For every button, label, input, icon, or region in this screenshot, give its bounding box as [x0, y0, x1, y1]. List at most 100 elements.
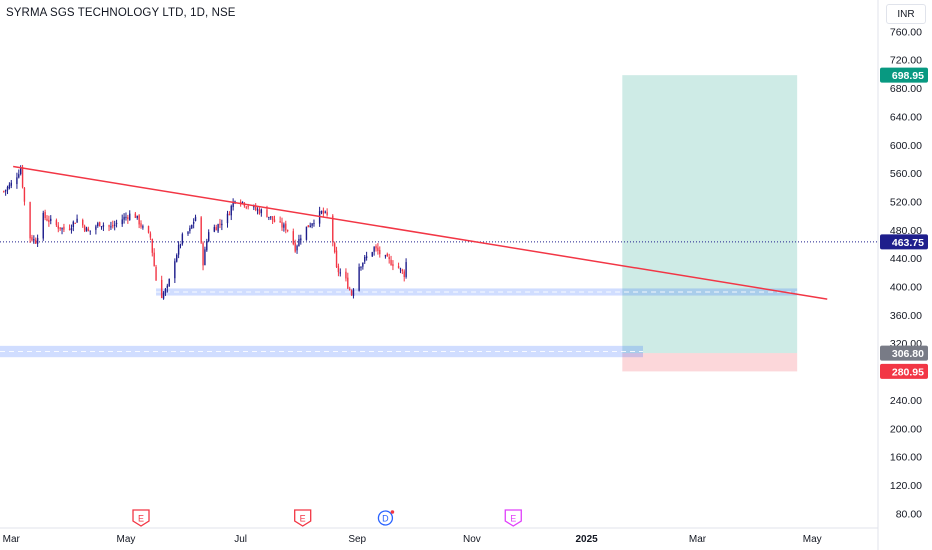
candle-body — [162, 292, 165, 299]
candle-body — [266, 209, 268, 218]
candle-body — [16, 177, 18, 185]
candle-body — [352, 289, 355, 297]
candle-body — [177, 245, 180, 255]
candle-body — [33, 238, 35, 241]
candle-body — [10, 182, 12, 186]
candle-body — [123, 216, 125, 220]
y-tick-label: 400.00 — [890, 282, 922, 294]
support-zone-upper[interactable] — [156, 288, 798, 296]
candle-body — [149, 233, 152, 238]
candle-body — [42, 212, 44, 239]
candle-body — [215, 227, 217, 231]
price-label-badge — [880, 67, 928, 83]
candle-body — [202, 243, 204, 266]
candle-body — [333, 243, 336, 252]
candle-body — [55, 220, 58, 226]
event-marker-label: E — [510, 514, 516, 524]
candle-body — [335, 250, 338, 267]
candle-body — [100, 226, 103, 228]
candle-body — [375, 246, 377, 249]
candle-body — [29, 202, 31, 239]
candle-body — [230, 206, 232, 216]
earnings-event-marker[interactable] — [132, 509, 150, 527]
candle-body — [35, 239, 37, 244]
candle-body — [166, 285, 169, 288]
candle-body — [23, 187, 26, 202]
candle-body — [256, 209, 259, 211]
candle-body — [226, 213, 229, 224]
candle-body — [87, 228, 90, 231]
candle-body — [21, 167, 24, 188]
candle-body — [61, 227, 63, 230]
currency-button[interactable]: INR — [886, 4, 926, 24]
candle-body — [254, 207, 257, 210]
candle-body — [174, 261, 176, 279]
candle-body — [44, 211, 46, 219]
candle-body — [270, 216, 272, 218]
candle-body — [115, 222, 118, 224]
candle-body — [348, 288, 351, 290]
candle-body — [232, 201, 234, 208]
candle-body — [279, 221, 281, 223]
candle-body — [89, 230, 91, 232]
y-tick-label: 720.00 — [890, 55, 922, 67]
candle-body — [68, 228, 71, 230]
y-tick-label: 160.00 — [890, 452, 922, 464]
candle-body — [31, 237, 33, 241]
candle-body — [339, 272, 341, 274]
long-position-profit-zone[interactable] — [622, 75, 798, 354]
earnings-event-marker[interactable] — [504, 509, 522, 527]
candle-body — [360, 266, 362, 268]
candle-body — [285, 223, 287, 231]
candle-body — [281, 222, 283, 228]
price-label-text: 280.95 — [892, 366, 924, 378]
resistance-trendline[interactable] — [13, 165, 828, 300]
candle-body — [191, 224, 193, 229]
candle-body — [168, 278, 170, 286]
candle-body — [155, 266, 157, 281]
earnings-event-marker[interactable] — [294, 509, 312, 527]
candle-body — [127, 217, 129, 219]
candle-body — [388, 257, 390, 260]
y-tick-label: 520.00 — [890, 196, 922, 208]
price-label-badge — [880, 234, 928, 250]
candle-body — [268, 216, 270, 218]
candle-body — [364, 256, 366, 262]
candle-body — [57, 225, 59, 229]
candle-body — [311, 223, 313, 226]
candle-body — [350, 290, 353, 296]
dividend-event-dot — [390, 510, 395, 514]
x-tick-label: Jul — [234, 534, 247, 545]
support-zone-lower[interactable] — [0, 345, 643, 358]
candle-body — [18, 174, 20, 178]
candle-body — [151, 238, 153, 253]
dividend-event-marker[interactable] — [377, 510, 394, 526]
candle-body — [228, 214, 231, 216]
candle-body — [95, 226, 97, 230]
y-tick-label: 120.00 — [890, 480, 922, 492]
candle-body — [187, 231, 189, 234]
candle-body — [309, 225, 311, 227]
candle-body — [245, 206, 247, 208]
candle-body — [234, 201, 236, 203]
long-position-loss-zone[interactable] — [622, 353, 798, 372]
candle-body — [365, 256, 368, 258]
candle-body — [283, 224, 285, 228]
candle-body — [110, 226, 112, 228]
candle-body — [377, 247, 379, 252]
y-tick-label: 600.00 — [890, 140, 922, 152]
candle-body — [189, 228, 191, 232]
candle-body — [200, 217, 202, 243]
candle-body — [271, 216, 274, 221]
candle-body — [121, 219, 123, 225]
event-marker-label: E — [138, 514, 144, 524]
candle-body — [136, 215, 138, 218]
candle-body — [181, 234, 184, 245]
candle-body — [358, 266, 360, 291]
x-tick-label: Sep — [348, 534, 366, 545]
candle-body — [50, 218, 52, 222]
candle-body — [129, 213, 131, 220]
candle-body — [298, 238, 300, 247]
candle-body — [102, 225, 105, 227]
